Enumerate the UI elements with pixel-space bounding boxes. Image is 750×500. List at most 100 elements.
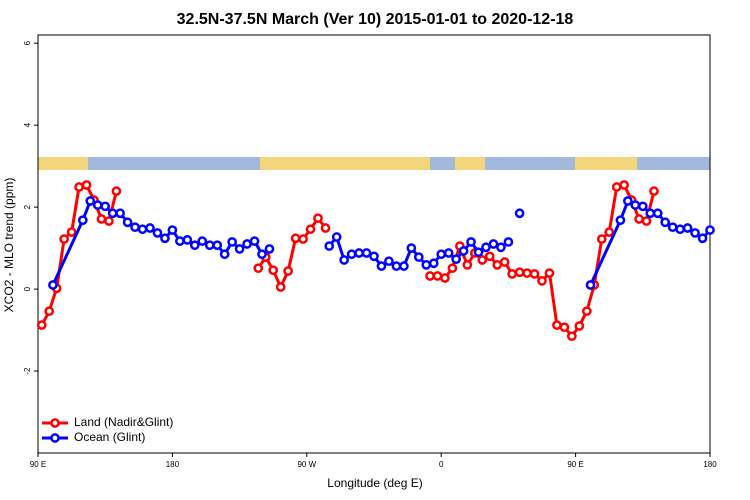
data-point bbox=[492, 260, 503, 270]
data-point bbox=[283, 266, 293, 276]
data-point bbox=[107, 208, 118, 219]
data-point bbox=[660, 217, 671, 228]
data-point bbox=[346, 249, 357, 260]
data-point bbox=[104, 216, 114, 226]
data-point bbox=[675, 224, 685, 235]
data-point bbox=[111, 186, 122, 196]
data-point bbox=[432, 271, 443, 281]
data-point bbox=[130, 222, 140, 233]
y-tick-label: 2 bbox=[23, 204, 32, 209]
data-point bbox=[331, 232, 342, 242]
x-tick-label: 180 bbox=[703, 460, 717, 469]
data-point bbox=[544, 268, 555, 278]
data-point bbox=[496, 242, 506, 253]
data-point bbox=[604, 227, 615, 237]
data-point bbox=[581, 306, 592, 317]
data-point bbox=[249, 236, 260, 246]
data-point bbox=[324, 241, 335, 251]
data-point bbox=[645, 208, 656, 219]
data-point bbox=[425, 271, 435, 281]
data-point bbox=[574, 321, 585, 331]
data-point bbox=[197, 236, 208, 246]
surface-strip bbox=[38, 157, 710, 170]
data-point bbox=[137, 224, 148, 235]
data-point bbox=[361, 248, 372, 258]
x-tick-label: 90 E bbox=[567, 460, 583, 469]
data-point bbox=[391, 261, 402, 271]
x-tick-label: 90 E bbox=[30, 460, 46, 469]
data-point bbox=[690, 228, 700, 238]
data-point bbox=[462, 260, 473, 270]
data-point bbox=[219, 249, 230, 260]
data-point bbox=[175, 236, 185, 246]
data-point bbox=[637, 201, 648, 212]
data-point bbox=[275, 282, 286, 292]
legend-marker bbox=[50, 418, 60, 428]
data-point bbox=[92, 200, 103, 210]
data-point bbox=[529, 269, 540, 279]
data-point bbox=[667, 222, 678, 233]
data-point bbox=[507, 269, 517, 279]
data-point bbox=[473, 247, 484, 258]
data-point bbox=[242, 239, 252, 249]
legend-text: Land (Nadir&Glint) bbox=[74, 415, 173, 429]
data-point bbox=[436, 249, 447, 260]
data-point bbox=[682, 223, 693, 233]
data-point bbox=[649, 186, 659, 196]
data-point bbox=[585, 280, 596, 290]
data-point bbox=[253, 263, 264, 274]
data-point bbox=[443, 248, 454, 258]
data-point bbox=[514, 267, 525, 278]
y-tick-label: 0 bbox=[23, 286, 32, 291]
data-point bbox=[384, 256, 394, 267]
data-point bbox=[619, 180, 629, 190]
legend-marker bbox=[50, 433, 60, 443]
x-tick-label: 90 W bbox=[297, 460, 316, 469]
data-point bbox=[44, 306, 55, 317]
data-point bbox=[77, 215, 88, 226]
data-point bbox=[399, 261, 409, 271]
data-point bbox=[623, 196, 633, 206]
data-point bbox=[264, 244, 275, 254]
data-point bbox=[115, 208, 125, 219]
data-point bbox=[488, 239, 499, 249]
data-point bbox=[85, 196, 96, 206]
x-axis-title: Longitude (deg E) bbox=[327, 476, 422, 490]
data-point bbox=[369, 251, 379, 262]
data-point bbox=[406, 243, 417, 253]
data-point bbox=[268, 265, 279, 276]
data-point bbox=[36, 320, 47, 330]
data-point bbox=[615, 215, 626, 226]
data-point bbox=[458, 246, 469, 256]
data-point bbox=[499, 257, 510, 267]
data-point bbox=[305, 224, 316, 235]
data-point bbox=[298, 234, 308, 244]
data-point bbox=[376, 261, 387, 271]
legend-text: Ocean (Glint) bbox=[74, 430, 145, 444]
data-point bbox=[354, 248, 364, 258]
data-point bbox=[552, 320, 562, 330]
data-point bbox=[503, 237, 514, 247]
data-point bbox=[167, 225, 178, 235]
data-point bbox=[630, 200, 641, 210]
data-point bbox=[447, 263, 458, 274]
data-point bbox=[634, 214, 644, 224]
series-line bbox=[51, 198, 271, 286]
data-point bbox=[522, 268, 532, 278]
data-point bbox=[428, 258, 439, 269]
data-point bbox=[320, 223, 331, 233]
data-point bbox=[96, 214, 107, 224]
data-point bbox=[413, 252, 424, 262]
data-point bbox=[611, 182, 622, 192]
data-point bbox=[641, 216, 652, 226]
data-point bbox=[559, 322, 570, 333]
data-point bbox=[451, 254, 461, 265]
data-point bbox=[697, 233, 708, 244]
data-point bbox=[74, 182, 84, 192]
data-point bbox=[313, 213, 323, 224]
data-point bbox=[514, 208, 525, 219]
data-point bbox=[48, 280, 58, 290]
data-point bbox=[484, 251, 495, 262]
data-point bbox=[440, 273, 450, 283]
